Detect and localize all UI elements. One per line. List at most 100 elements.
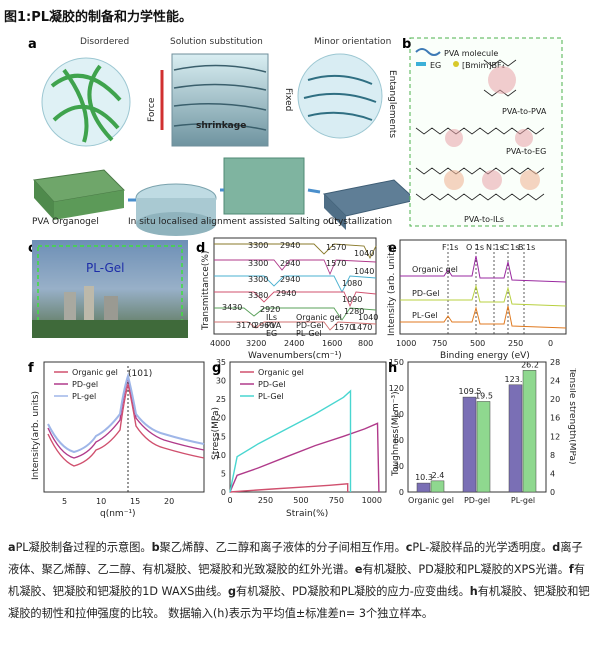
il-icon — [453, 61, 459, 67]
panel-letter-a: a — [28, 37, 37, 52]
legend-pva: PVA molecule — [444, 49, 498, 58]
svg-text:PD-gel: PD-gel — [72, 380, 98, 389]
xps-organic-gel: Organic gel — [412, 265, 458, 274]
caption-segment: 有机凝胶、钯凝胶和钯凝胶的1D WAXS曲线。 — [8, 563, 585, 598]
panel-c: c PL-Gel — [28, 240, 188, 338]
bar-tensile-strength-1 — [476, 401, 491, 493]
label-pva-to-eg: PVA-to-EG — [506, 147, 546, 156]
toughness-ylabel: Toughness(MJ m⁻³) — [391, 391, 401, 477]
svg-text:1280: 1280 — [344, 307, 364, 316]
svg-text:1470: 1470 — [352, 323, 372, 332]
toughness-ytick: 90 — [394, 410, 404, 419]
strain-xtick: 250 — [258, 496, 273, 505]
tensile-ytick: 24 — [550, 377, 560, 386]
caption-segment: 有机凝胶、PD凝胶和PL凝胶的应力-应变曲线。 — [236, 585, 470, 598]
svg-text:1040: 1040 — [358, 313, 378, 322]
pva-molecule-icon — [415, 48, 441, 56]
stress-ytick: 30 — [216, 377, 226, 386]
label-pva-organogel: PVA Organogel — [32, 217, 99, 227]
waxs-axes — [43, 361, 205, 493]
xps-ylabel: Intensity (arb. units) — [387, 244, 397, 336]
label-pva-to-ils: PVA-to-ILs — [464, 215, 504, 224]
panel-letter-f: f — [28, 361, 34, 376]
toughness-ytick: 120 — [389, 384, 404, 393]
waxs-legend: Organic gel PD-gel PL-gel — [54, 368, 118, 401]
svg-text:PL-Gel: PL-Gel — [258, 392, 284, 401]
tensile-ytick: 4 — [550, 469, 555, 478]
bar-toughness-2 — [508, 384, 523, 493]
svg-text:Organic gel: Organic gel — [258, 368, 304, 377]
legend-eg: EG — [430, 61, 441, 70]
ftir-xlabel: Wavenumbers(cm⁻¹) — [248, 351, 342, 361]
tensile-ytick: 8 — [550, 451, 555, 460]
stress-ytick: 5 — [221, 469, 226, 478]
caption-letter-c: c — [405, 541, 413, 554]
bar-toughness-1 — [462, 396, 477, 493]
svg-text:1040: 1040 — [354, 249, 374, 258]
svg-text:10: 10 — [96, 497, 106, 506]
svg-text:3300: 3300 — [248, 275, 268, 284]
panel-f: f (101) Organic gel PD-gel PL-gel 5 10 1… — [28, 361, 205, 519]
panel-letter-g: g — [212, 361, 221, 376]
svg-text:2940: 2940 — [280, 241, 300, 250]
svg-text:PL-Gel: PL-Gel — [296, 329, 322, 338]
tensile-ytick: 0 — [550, 488, 555, 497]
caption-letter-h: h — [469, 585, 478, 598]
caption-segment: PL凝胶制备过程的示意图。 — [15, 541, 152, 554]
svg-text:B 1s: B 1s — [518, 243, 535, 252]
svg-text:1000: 1000 — [396, 339, 416, 348]
svg-text:ILs: ILs — [266, 313, 277, 322]
svg-text:1090: 1090 — [342, 295, 362, 304]
xps-spectra — [400, 255, 567, 329]
bar-tensile-strength-2 — [522, 370, 537, 493]
svg-text:PD-Gel: PD-Gel — [258, 380, 286, 389]
svg-text:1570: 1570 — [334, 323, 354, 332]
svg-text:4000: 4000 — [210, 339, 230, 348]
panel-g: g 0 5 10 15 20 25 30 35 0 250 500 750 1000 Organic … — [211, 358, 387, 519]
strain-xtick: 0 — [227, 496, 232, 505]
ftir-legend: ILs Organic gel PVA PD-Gel EG PL-Gel — [266, 313, 342, 338]
legend-il: [Bmim]BF₄ — [462, 61, 505, 70]
ftir-spectra — [214, 243, 377, 331]
tensile-ylabel: Tensile strength(MPa) — [567, 367, 576, 465]
svg-text:0: 0 — [548, 339, 553, 348]
xps-axes — [399, 239, 567, 335]
tensile-ytick: 20 — [550, 395, 560, 404]
caption-segment: 有机凝胶、钯凝胶和钯凝胶的韧性和拉伸强度的比较。 数据输入(h)表示为平均值±标… — [8, 585, 590, 620]
svg-text:750: 750 — [432, 339, 447, 348]
header-solution-substitution: Solution substitution — [170, 37, 263, 47]
label-pva-to-pva: PVA-to-PVA — [502, 107, 547, 116]
svg-text:1040: 1040 — [354, 267, 374, 276]
svg-text:1570: 1570 — [326, 243, 346, 252]
strain-xtick: 500 — [293, 496, 308, 505]
stress-strain-legend: Organic gel PD-Gel PL-Gel — [240, 368, 304, 401]
svg-text:PVA: PVA — [266, 321, 282, 330]
toughness-ytick: 0 — [399, 488, 404, 497]
caption-segment: PL-凝胶样品的光学透明度。 — [412, 541, 553, 554]
panel-a: a Disordered Solution substitution Minor… — [28, 37, 418, 236]
svg-text:F 1s: F 1s — [442, 243, 458, 252]
bar-value-label: 26.2 — [521, 360, 539, 369]
svg-text:O 1s: O 1s — [466, 243, 484, 252]
figure-panels: a Disordered Solution substitution Minor… — [28, 37, 576, 519]
tensile-ytick: 12 — [550, 432, 560, 441]
stress-strain-series-1 — [229, 422, 380, 493]
svg-text:5: 5 — [62, 497, 67, 506]
label-crystallization: Crystallization — [328, 217, 392, 227]
bar-toughness-0 — [416, 482, 431, 493]
svg-text:C 1s: C 1s — [502, 243, 519, 252]
bar-category-label: Organic gel — [408, 496, 454, 505]
caption-letter-a: a — [8, 541, 16, 554]
eg-icon — [416, 62, 426, 66]
panel-e: e F 1s O 1s N 1s C 1s B 1s Organic gel P… — [387, 239, 567, 361]
toughness-ytick: 30 — [394, 462, 404, 471]
stress-strain-xlabel: Strain(%) — [286, 509, 328, 519]
caption-letter-e: e — [354, 563, 363, 576]
waxs-curves — [47, 372, 205, 467]
caption-letter-f: f — [568, 563, 574, 576]
figure-title: 图1:PL凝胶的制备和力学性能。 — [4, 10, 193, 25]
stress-ytick: 25 — [216, 395, 226, 404]
strain-xtick: 750 — [329, 496, 344, 505]
waxs-annotation: (101) — [128, 369, 152, 379]
shrinkage-label: shrinkage — [196, 121, 246, 131]
